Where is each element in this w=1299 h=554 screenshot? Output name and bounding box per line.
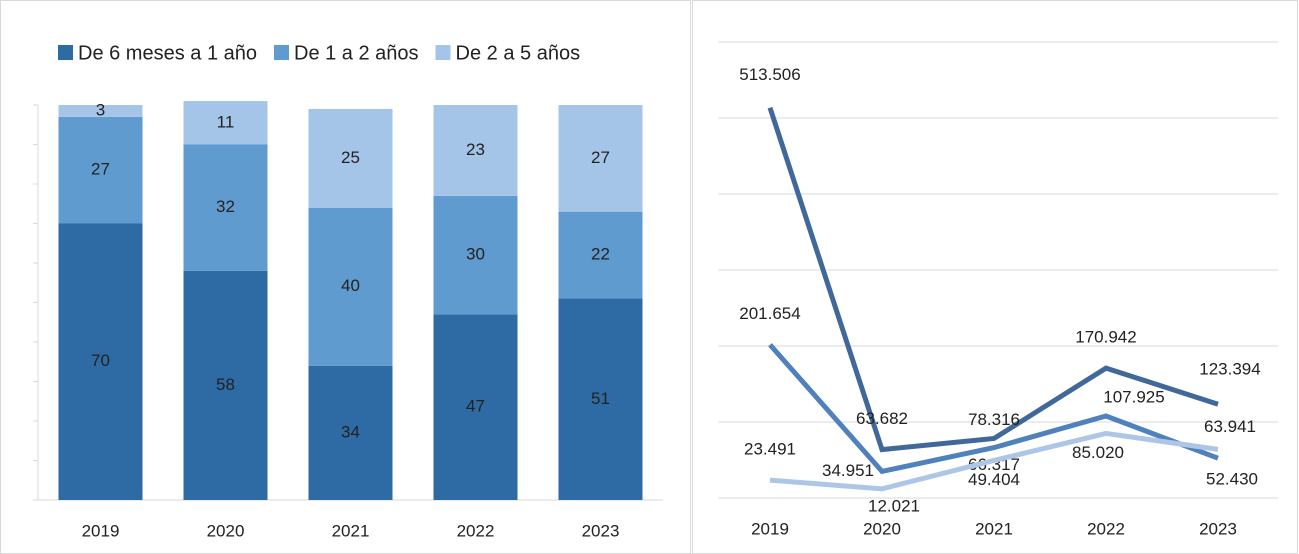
data-label: 123.394 (1199, 360, 1260, 379)
data-label: 34.951 (822, 461, 874, 480)
data-label: 107.925 (1103, 387, 1164, 406)
bar-segment (308, 207, 393, 366)
x-tick-label: 2022 (1087, 519, 1125, 538)
legend-swatch (435, 45, 451, 60)
bar-segment (58, 116, 143, 224)
data-label: 32 (216, 197, 235, 216)
bar-segment (433, 105, 518, 196)
x-tick-label: 2021 (332, 521, 370, 540)
line (767, 106, 1219, 453)
x-tick-label: 2020 (207, 521, 245, 540)
bar-segment (183, 101, 268, 145)
data-label: 52.430 (1206, 470, 1258, 489)
legend-swatch (274, 45, 289, 60)
legend-label: De 1 a 2 años (294, 42, 419, 64)
data-label: 23 (466, 140, 485, 159)
data-label: 30 (466, 245, 485, 264)
data-label: 3 (96, 100, 105, 119)
data-label: 51 (591, 389, 610, 408)
data-label: 70 (91, 351, 110, 370)
x-tick-label: 2023 (582, 521, 620, 540)
bar-segment (308, 108, 393, 208)
data-label: 58 (216, 375, 235, 394)
bar-segment (433, 314, 518, 500)
bar-segment (433, 195, 518, 315)
data-label: 22 (591, 245, 610, 264)
data-label: 27 (591, 148, 610, 167)
x-tick-label: 2019 (82, 521, 120, 540)
bar-segment (183, 270, 268, 500)
data-label: 27 (91, 160, 110, 179)
legend-swatch (58, 45, 73, 60)
x-tick-label: 2020 (863, 519, 901, 538)
data-label: 40 (341, 276, 360, 295)
data-label: 63.682 (856, 409, 908, 428)
data-label: 34 (341, 422, 360, 441)
x-tick-label: 2022 (457, 521, 495, 540)
data-label: 513.506 (739, 65, 800, 84)
data-label: 12.021 (868, 496, 920, 515)
x-tick-label: 2023 (1199, 519, 1237, 538)
bar-segment (558, 298, 643, 500)
x-tick-label: 2019 (751, 519, 789, 538)
bar-segment (558, 105, 643, 212)
legend-label: De 6 meses a 1 año (78, 42, 257, 64)
bar-segment (183, 144, 268, 271)
line (769, 430, 1219, 492)
data-label: 63.941 (1204, 417, 1256, 436)
bar-segment (558, 211, 643, 299)
data-label: 170.942 (1075, 328, 1136, 347)
legend-label: De 2 a 5 años (456, 42, 581, 64)
data-label: 25 (341, 148, 360, 167)
data-label: 78.316 (968, 410, 1020, 429)
bar-segment (58, 105, 143, 117)
bar-segment (58, 223, 143, 500)
data-label: 11 (217, 112, 235, 131)
x-tick-label: 2021 (975, 519, 1013, 538)
bar-segment (308, 365, 393, 500)
data-label: 201.654 (739, 304, 800, 323)
data-label: 23.491 (744, 440, 796, 459)
data-label: 49.404 (968, 470, 1020, 489)
line (768, 343, 1219, 475)
data-label: 47 (466, 397, 485, 416)
data-label: 85.020 (1072, 443, 1124, 462)
